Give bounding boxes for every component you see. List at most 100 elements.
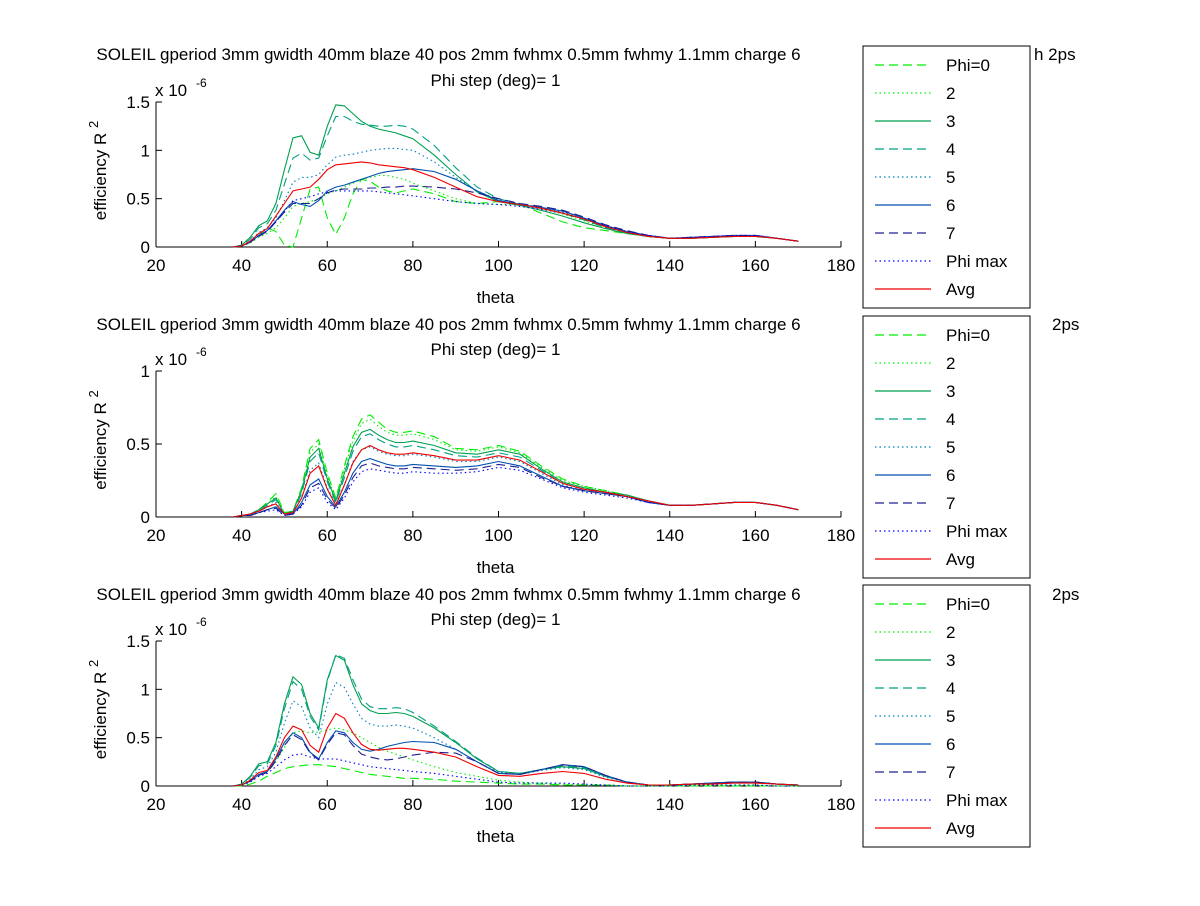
y-multiplier-exponent: -6 [196, 345, 207, 359]
x-tick-label: 120 [570, 795, 598, 814]
chart-subtitle: Phi step (deg)= 1 [431, 340, 561, 359]
y-tick-label: 1 [141, 362, 150, 381]
y-tick-label: 0 [141, 777, 150, 796]
x-tick-label: 160 [741, 526, 769, 545]
legend-entry-label: Avg [946, 280, 975, 299]
x-tick-label: 60 [318, 256, 337, 275]
x-tick-label: 20 [147, 795, 166, 814]
legend-entry-label: 2 [946, 354, 955, 373]
legend-entry-label: Phi max [946, 522, 1008, 541]
x-tick-label: 140 [656, 256, 684, 275]
series-line-7 [233, 732, 799, 787]
legend-entry-label: 3 [946, 382, 955, 401]
x-tick-label: 20 [147, 526, 166, 545]
chart-title: SOLEIL gperiod 3mm gwidth 40mm blaze 40 … [96, 45, 800, 64]
legend: Phi=0 2 3 4 5 6 7 Phi max Avg [862, 45, 1031, 309]
y-tick-label: 0.5 [126, 729, 150, 748]
chart-title-tail: h 2ps [1034, 45, 1076, 64]
x-tick-label: 60 [318, 795, 337, 814]
y-axis-label: efficiency R 2 [86, 660, 110, 760]
y-tick-label: 0.5 [126, 190, 150, 209]
series-line-7 [233, 462, 799, 518]
x-tick-label: 100 [484, 256, 512, 275]
x-tick-label: 180 [827, 256, 855, 275]
y-axis-label: efficiency R 2 [86, 390, 110, 490]
legend-entry-label: 2 [946, 623, 955, 642]
chart-title-tail: 2ps [1052, 315, 1079, 334]
y-tick-label: 1 [141, 680, 150, 699]
chart-panel-3: SOLEIL gperiod 3mm gwidth 40mm blaze 40 … [86, 584, 1079, 848]
legend-entry-label: 3 [946, 651, 955, 670]
legend-entry-label: 5 [946, 438, 955, 457]
y-multiplier-exponent: -6 [196, 615, 207, 629]
legend-entry-label: Phi max [946, 252, 1008, 271]
y-axis-label: efficiency R 2 [86, 121, 110, 221]
chart-title: SOLEIL gperiod 3mm gwidth 40mm blaze 40 … [96, 585, 800, 604]
chart-title: SOLEIL gperiod 3mm gwidth 40mm blaze 40 … [96, 315, 800, 334]
series-line-phi-0 [233, 764, 799, 787]
legend-entry-label: 4 [946, 140, 955, 159]
legend-entry-label: Avg [946, 819, 975, 838]
y-axis-label-superscript: 2 [86, 660, 101, 667]
legend-entry-label: 7 [946, 763, 955, 782]
legend-entry-label: 6 [946, 196, 955, 215]
y-multiplier: x 10 [155, 350, 187, 369]
series-line-phi-max [233, 753, 799, 787]
x-tick-label: 120 [570, 526, 598, 545]
x-tick-label: 40 [232, 256, 251, 275]
x-tick-label: 80 [403, 795, 422, 814]
legend-entry-label: Phi=0 [946, 595, 990, 614]
legend-entry-label: 5 [946, 707, 955, 726]
legend-entry-label: 5 [946, 168, 955, 187]
series-line-5 [233, 147, 799, 248]
x-axis-label: theta [477, 558, 515, 577]
legend-entry-label: Avg [946, 550, 975, 569]
legend-entry-label: Phi=0 [946, 56, 990, 75]
y-multiplier: x 10 [155, 81, 187, 100]
legend-entry-label: 4 [946, 410, 955, 429]
series-line-2 [233, 727, 799, 787]
series-line-4 [232, 115, 799, 248]
series-line-4 [232, 653, 799, 787]
chart-panel-1: SOLEIL gperiod 3mm gwidth 40mm blaze 40 … [86, 45, 1076, 309]
x-tick-label: 160 [741, 256, 769, 275]
x-tick-label: 80 [403, 526, 422, 545]
x-tick-label: 60 [318, 526, 337, 545]
series-line-6 [233, 730, 799, 787]
legend-box [862, 45, 1031, 309]
x-tick-label: 160 [741, 795, 769, 814]
x-tick-label: 180 [827, 795, 855, 814]
chart-panel-2: SOLEIL gperiod 3mm gwidth 40mm blaze 40 … [86, 315, 1079, 579]
legend-entry-label: 6 [946, 735, 955, 754]
chart-subtitle: Phi step (deg)= 1 [431, 610, 561, 629]
y-multiplier-exponent: -6 [196, 76, 207, 90]
x-axis-label: theta [477, 288, 515, 307]
series-line-5 [233, 446, 799, 518]
series-line-7 [233, 185, 799, 248]
chart-subtitle: Phi step (deg)= 1 [431, 71, 561, 90]
legend-entry-label: Phi max [946, 791, 1008, 810]
x-tick-label: 140 [656, 526, 684, 545]
series-line-5 [233, 681, 799, 787]
series-line-2 [233, 418, 799, 518]
x-axis-label: theta [477, 827, 515, 846]
series-line-3 [232, 654, 799, 787]
legend-box [862, 315, 1031, 579]
legend-entry-label: 7 [946, 224, 955, 243]
x-tick-label: 100 [484, 526, 512, 545]
legend-entry-label: 7 [946, 494, 955, 513]
legend-entry-label: Phi=0 [946, 326, 990, 345]
x-tick-label: 120 [570, 256, 598, 275]
legend: Phi=0 2 3 4 5 6 7 Phi max Avg [862, 584, 1031, 848]
legend-entry-label: 4 [946, 679, 955, 698]
series-line-3 [232, 104, 799, 248]
series-line-avg [233, 444, 799, 518]
chart-title-tail: 2ps [1052, 585, 1079, 604]
series-line-avg [233, 712, 799, 787]
x-tick-label: 40 [232, 526, 251, 545]
y-tick-label: 1 [141, 141, 150, 160]
x-tick-label: 100 [484, 795, 512, 814]
y-tick-label: 0.5 [126, 435, 150, 454]
